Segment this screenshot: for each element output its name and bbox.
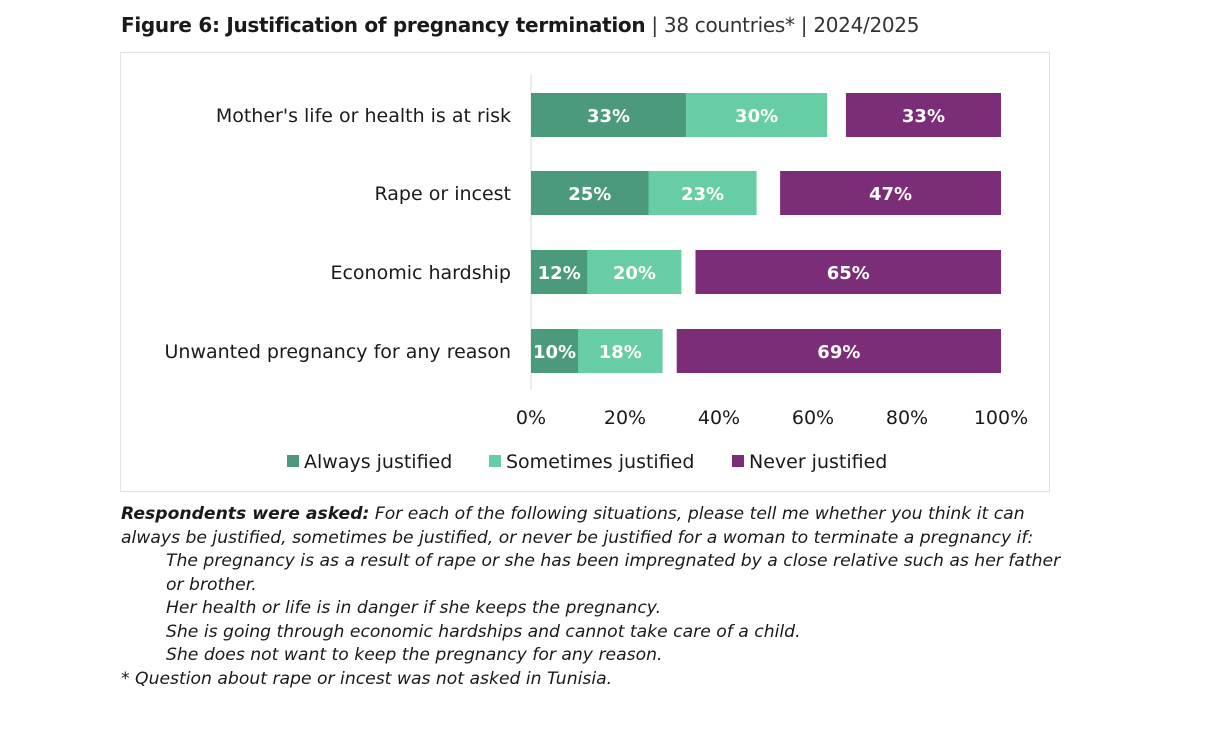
question-lead: Respondents were asked: [121, 504, 370, 524]
x-axis-ticks: 0% 20% 40% 60% 80% 100% [516, 407, 1028, 429]
bar-segment-never-justified [676, 329, 1001, 373]
x-tick-label: 80% [886, 407, 928, 429]
title-main: Figure 6: Justification of pregnancy ter… [121, 13, 646, 37]
category-label: Mother's life or health is at risk [216, 105, 511, 127]
x-tick-label: 100% [974, 407, 1028, 429]
survey-notes: Respondents were asked: For each of the … [121, 503, 1071, 691]
legend-swatch [489, 455, 501, 467]
x-tick-label: 20% [604, 407, 646, 429]
legend-swatch [732, 455, 744, 467]
bar-segment-never-justified [695, 250, 1001, 294]
category-label: Unwanted pregnancy for any reason [165, 341, 512, 363]
bar-segment-never-justified [780, 171, 1001, 215]
footnote: * Question about rape or incest was not … [121, 668, 613, 689]
bar-data-label: 23% [681, 184, 724, 205]
bar-segment-sometimes-justified [648, 171, 757, 215]
bar-segment-never-justified [845, 93, 1001, 137]
x-tick-label: 40% [698, 407, 740, 429]
x-tick-label: 0% [516, 407, 546, 429]
bar-segment-always-justified [531, 250, 588, 294]
bar-data-label: 47% [869, 184, 912, 205]
bar-data-label: 12% [538, 263, 581, 284]
category-label: Rape or incest [375, 183, 512, 205]
question-text: Respondents were asked: For each of the … [121, 503, 1071, 550]
question-body: For each of the following situations, pl… [121, 504, 1034, 548]
x-tick-label: 60% [792, 407, 834, 429]
legend-swatch [287, 455, 299, 467]
bar-segment-always-justified [531, 329, 578, 373]
bar-data-label: 69% [817, 342, 860, 363]
bar-data-label: 30% [735, 106, 778, 127]
note-item: Her health or life is in danger if she k… [166, 598, 662, 618]
category-labels: Mother's life or health is at risk Rape o… [165, 105, 512, 363]
bar-data-label: 25% [568, 184, 611, 205]
bar-data-label: 10% [533, 342, 576, 363]
bar-segment-sometimes-justified [686, 93, 828, 137]
bar-segment-sometimes-justified [578, 329, 663, 373]
legend-label: Never justified [749, 451, 887, 473]
title-period: 2024/2025 [813, 13, 920, 37]
bar-data-label: 18% [599, 342, 642, 363]
bar-segment-always-justified [531, 93, 687, 137]
bar-data-label: 33% [587, 106, 630, 127]
title-separator: | [651, 13, 658, 37]
note-item: She is going through economic hardships … [166, 621, 801, 642]
title-separator: | [800, 13, 808, 37]
figure-title: Figure 6: Justification of pregnancy ter… [121, 13, 919, 37]
legend-label: Always justified [304, 451, 452, 473]
bar-data-label: 33% [902, 106, 945, 127]
bars: 33% 30% 33% 25% 23% 47% 12% 20% 65% 10% 18% 69% [531, 93, 1001, 373]
legend-label: Sometimes justified [506, 451, 694, 473]
category-label: Economic hardship [330, 262, 511, 284]
legend: Always justified Sometimes justified Never… [287, 451, 887, 473]
title-countries: 38 countries* [663, 13, 795, 37]
chart-frame [120, 52, 1050, 492]
bar-data-label: 65% [827, 263, 870, 284]
bar-segment-always-justified [531, 171, 649, 215]
bar-segment-sometimes-justified [587, 250, 682, 294]
note-item: The pregnancy is as a result of rape or … [166, 551, 1061, 595]
note-item: She does not want to keep the pregnancy … [166, 645, 663, 665]
bar-data-label: 20% [613, 263, 656, 284]
stacked-bar-chart: Mother's life or health is at risk Rape o… [165, 75, 1028, 473]
